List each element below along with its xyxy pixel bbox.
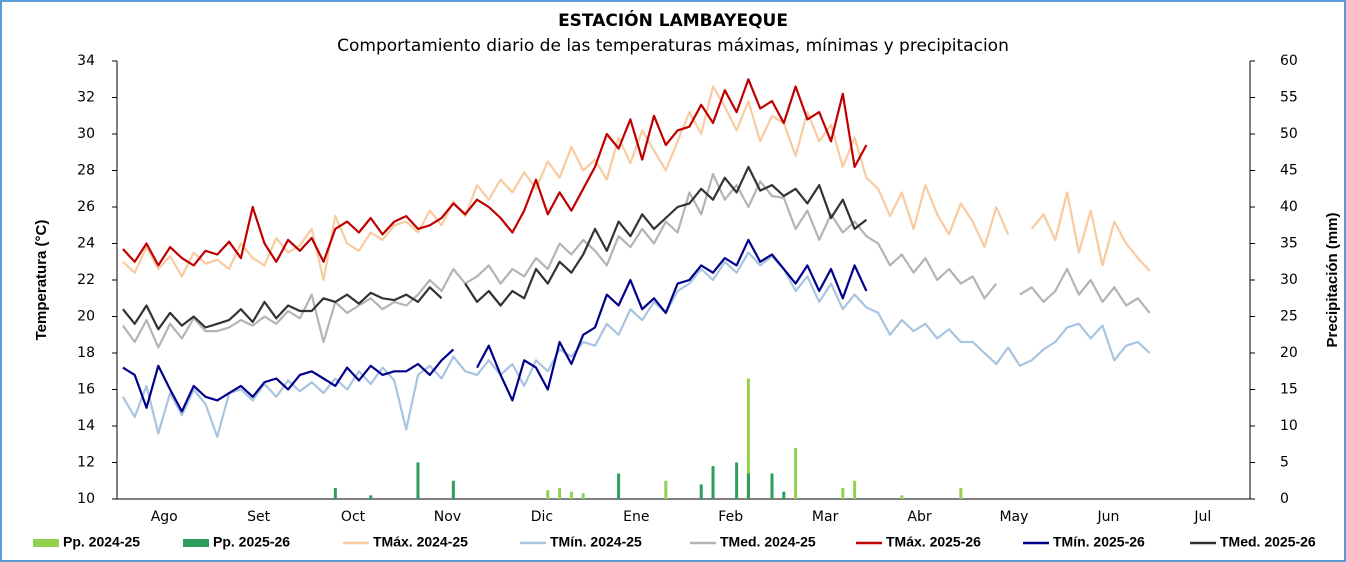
- y-tick-label: 30: [77, 126, 95, 142]
- legend-label: TMín. 2024-25: [550, 534, 642, 550]
- precip-bar: [900, 495, 904, 499]
- y2-tick-label: 30: [1280, 272, 1298, 288]
- x-tick-label: Oct: [341, 509, 366, 525]
- precip-bar: [333, 488, 337, 499]
- precip-bar: [735, 462, 739, 499]
- precip-bar: [770, 473, 774, 499]
- y2-tick-label: 5: [1280, 455, 1289, 471]
- precip-bar: [959, 488, 963, 499]
- legend-swatch: [33, 539, 59, 547]
- precip-bar: [699, 484, 703, 499]
- y-tick-label: 20: [77, 309, 95, 325]
- y-tick-label: 18: [77, 345, 95, 361]
- legend-label: TMáx. 2025-26: [886, 534, 981, 550]
- y-tick-label: 16: [77, 382, 95, 398]
- x-tick-label: Dic: [531, 509, 553, 525]
- precip-bar: [451, 480, 455, 499]
- y2-tick-label: 20: [1280, 345, 1298, 361]
- precip-bar: [746, 473, 750, 499]
- y-tick-label: 10: [77, 491, 95, 507]
- precip-bar: [746, 378, 750, 499]
- precip-bar: [711, 466, 715, 499]
- chart-subtitle: Comportamiento diario de las temperatura…: [337, 36, 1009, 56]
- y-tick-label: 34: [77, 53, 95, 69]
- x-tick-label: Abr: [907, 509, 931, 525]
- y-tick-label: 12: [77, 455, 95, 471]
- precip-bar: [617, 473, 621, 499]
- y-tick-label: 22: [77, 272, 95, 288]
- temperature-line: [122, 165, 868, 331]
- y2-tick-label: 60: [1280, 53, 1298, 69]
- precip-bar: [546, 490, 550, 499]
- x-tick-label: Ago: [151, 509, 178, 525]
- x-tick-label: Ene: [623, 509, 649, 525]
- temperature-line: [122, 78, 868, 267]
- x-tick-label: Set: [247, 509, 271, 525]
- x-tick-label: May: [999, 509, 1028, 525]
- precip-bar: [794, 447, 798, 499]
- y2-tick-label: 55: [1280, 90, 1298, 106]
- legend-swatch: [183, 539, 209, 547]
- y-tick-label: 28: [77, 163, 95, 179]
- y2-tick-label: 10: [1280, 418, 1298, 434]
- y-tick-label: 32: [77, 90, 95, 106]
- precip-bar: [558, 488, 562, 499]
- x-tick-label: Jul: [1193, 509, 1211, 525]
- y2-tick-label: 0: [1280, 491, 1289, 507]
- precip-bar: [581, 493, 585, 499]
- legend-label: TMed. 2025-26: [1220, 534, 1316, 550]
- y2-tick-label: 40: [1280, 199, 1298, 215]
- precip-bar: [416, 462, 420, 499]
- temperature-line: [121, 251, 1151, 438]
- y-tick-label: 26: [77, 199, 95, 215]
- legend-label: Pp. 2025-26: [213, 534, 290, 550]
- y2-axis-title: Precipitación (mm): [1324, 212, 1341, 347]
- temperature-line: [122, 173, 1151, 349]
- precip-bar: [841, 488, 845, 499]
- y-tick-label: 14: [77, 418, 95, 434]
- legend-label: Pp. 2024-25: [63, 534, 140, 550]
- precip-bar: [853, 480, 857, 499]
- precip-bar: [782, 491, 786, 499]
- y-axis-title: Temperatura (°C): [33, 220, 50, 341]
- legend-label: TMáx. 2024-25: [373, 534, 468, 550]
- x-tick-label: Nov: [434, 509, 461, 525]
- temperature-line: [122, 238, 868, 413]
- x-tick-label: Jun: [1096, 509, 1119, 525]
- x-tick-label: Mar: [812, 509, 839, 525]
- x-tick-label: Feb: [718, 509, 743, 525]
- y2-tick-label: 45: [1280, 163, 1298, 179]
- y2-tick-label: 15: [1280, 382, 1298, 398]
- precip-bar: [664, 480, 668, 499]
- chart-title: ESTACIÓN LAMBAYEQUE: [558, 9, 788, 31]
- legend-label: TMed. 2024-25: [720, 534, 816, 550]
- y2-tick-label: 25: [1280, 309, 1298, 325]
- y2-tick-label: 50: [1280, 126, 1298, 142]
- precip-bar: [369, 495, 373, 499]
- precip-bar: [569, 491, 573, 499]
- legend-label: TMín. 2025-26: [1053, 534, 1145, 550]
- y-tick-label: 24: [77, 236, 95, 252]
- y2-tick-label: 35: [1280, 236, 1298, 252]
